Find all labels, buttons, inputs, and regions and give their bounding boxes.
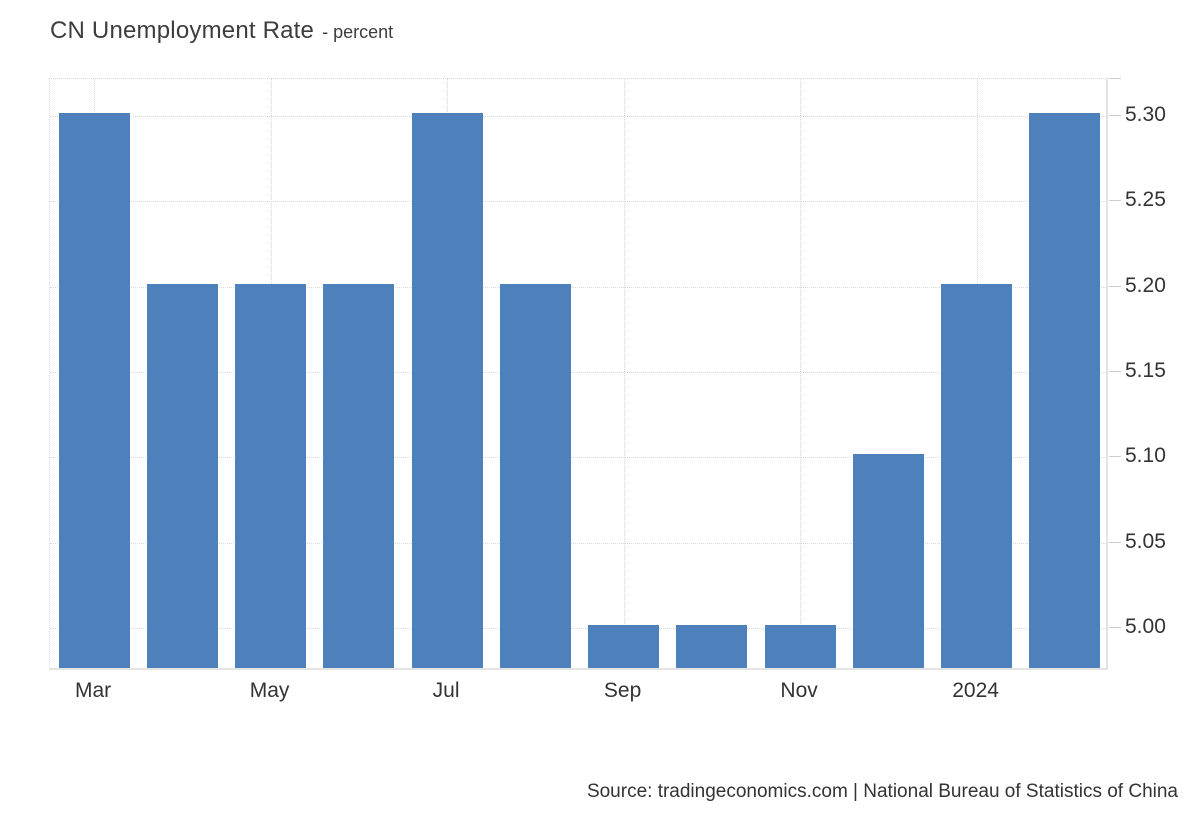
y-axis-top-tick [1109, 78, 1121, 79]
y-axis-label: 5.15 [1125, 359, 1166, 382]
y-axis-label: 5.00 [1125, 615, 1166, 639]
bar-jul[interactable] [411, 112, 483, 668]
y-axis-tick [1109, 371, 1121, 372]
bar-mar[interactable] [58, 112, 130, 668]
y-axis-tick [1109, 541, 1121, 543]
y-axis-tick [1109, 114, 1121, 116]
x-axis-label: 2024 [952, 679, 999, 702]
y-axis-tick [1109, 456, 1121, 458]
bar-aug[interactable] [499, 283, 571, 668]
bar-oct[interactable] [676, 625, 748, 668]
bar-jan-2024[interactable] [941, 283, 1013, 668]
x-axis-label: Mar [75, 679, 112, 702]
bar-may[interactable] [235, 283, 307, 668]
v-gridline [800, 79, 802, 668]
h-gridline [50, 542, 1106, 544]
chart-subtitle: - percent [322, 22, 394, 42]
y-axis-label: 5.05 [1125, 529, 1166, 553]
y-axis-label: 5.10 [1125, 444, 1166, 468]
x-axis-label: Nov [780, 679, 818, 702]
x-axis-label: Sep [603, 679, 642, 702]
y-axis-label: 5.20 [1125, 273, 1166, 297]
h-gridline [50, 286, 1106, 288]
h-gridline [50, 201, 1106, 203]
h-gridline [50, 457, 1106, 459]
x-axis-label: Jul [432, 679, 460, 702]
bar-sep[interactable] [588, 625, 660, 668]
bar-jun[interactable] [323, 283, 395, 668]
chart-title: CN Unemployment Rate [50, 17, 315, 44]
y-axis-tick [1109, 200, 1121, 202]
x-axis-label: May [249, 679, 290, 702]
y-axis-label: 5.25 [1125, 188, 1166, 212]
bar-nov[interactable] [764, 625, 836, 668]
h-gridline [50, 628, 1106, 630]
h-gridline [50, 372, 1106, 373]
bar-apr[interactable] [146, 283, 218, 668]
plot-area [49, 78, 1108, 670]
y-axis-label: 5.30 [1125, 102, 1166, 126]
v-gridline [623, 79, 625, 668]
y-axis-tick [1109, 285, 1121, 287]
h-gridline [50, 115, 1106, 117]
chart-header: CN Unemployment Rate - percent [50, 17, 393, 45]
bar-feb[interactable] [1029, 112, 1101, 668]
bar-dec[interactable] [852, 454, 924, 668]
source-attribution: Source: tradingeconomics.com | National … [586, 781, 1178, 802]
y-axis-tick [1109, 627, 1121, 629]
